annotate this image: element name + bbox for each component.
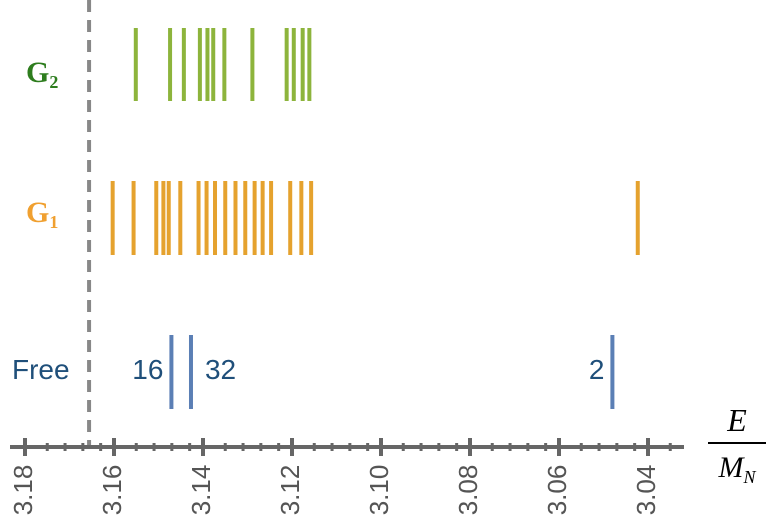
x-tick-label-3.18: 3.18: [8, 465, 38, 516]
x-tick-label-3.06: 3.06: [542, 465, 572, 516]
x-axis-label-denominator-text: M: [718, 451, 744, 484]
x-tick-label-3.16: 3.16: [97, 465, 127, 516]
x-axis: 3.18 3.16 3.14 3.12 3.10 3.08 3.06 3.04: [8, 438, 684, 515]
x-tick-label-3.10: 3.10: [364, 465, 394, 516]
x-tick-label-3.12: 3.12: [275, 465, 305, 516]
degeneracy-label-16: 16: [132, 354, 164, 385]
x-axis-label-fraction-bar: [708, 442, 766, 444]
row-label-g2-text: G: [26, 56, 50, 89]
x-axis-label-denominator-subscript: N: [743, 467, 756, 487]
x-axis-label-denominator: MN: [704, 444, 766, 488]
row-label-g1-subscript: 1: [49, 212, 59, 232]
x-tick-label-3.14: 3.14: [186, 465, 216, 516]
row-label-g2-subscript: 2: [49, 72, 59, 92]
degeneracy-label-2: 2: [588, 354, 605, 385]
degeneracy-label-32: 32: [204, 354, 237, 385]
row-label-g1: G1: [26, 196, 58, 231]
x-axis-label: E MN: [704, 400, 766, 488]
x-axis-label-numerator: E: [727, 402, 747, 438]
row-label-free-text: Free: [12, 354, 70, 385]
row-label-free: Free: [12, 354, 70, 386]
x-tick-label-3.04: 3.04: [631, 465, 661, 516]
levels-layer: [110, 28, 640, 409]
row-label-g2: G2: [26, 56, 58, 91]
x-tick-label-3.08: 3.08: [453, 465, 483, 516]
row-label-g1-text: G: [26, 196, 50, 229]
